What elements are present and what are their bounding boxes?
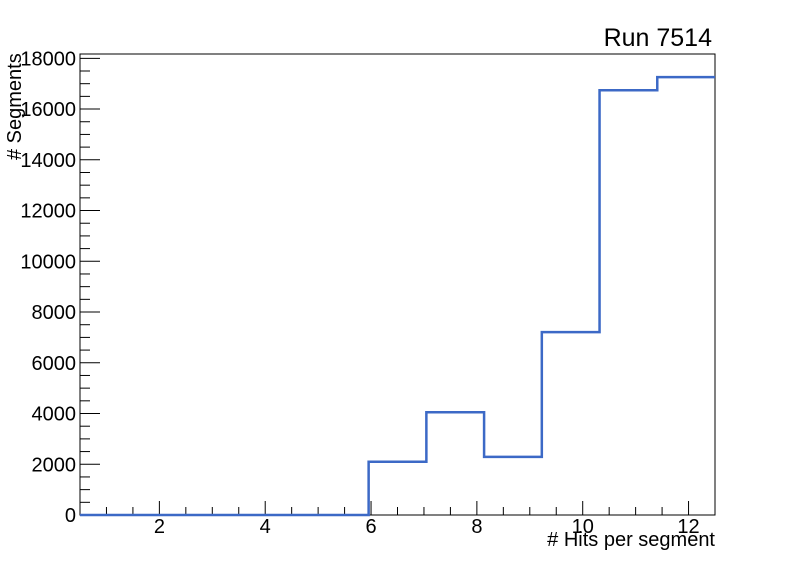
y-axis-title: # Segments [4,53,26,160]
y-tick-label: 14000 [20,150,76,172]
x-tick-label: 6 [365,516,376,538]
x-tick-label: 2 [154,516,165,538]
y-tick-label: 0 [65,505,76,527]
y-tick-label: 18000 [20,48,76,70]
plot-frame [79,53,716,516]
x-axis-title: # Hits per segment [547,529,715,551]
histogram-line [80,75,715,517]
x-tick-label: 4 [260,516,271,538]
y-tick-label: 8000 [32,302,77,324]
y-tick-label: 4000 [32,404,77,426]
y-tick-label: 6000 [32,353,77,375]
x-tick-label: 10 [572,516,594,538]
x-tick-label: 12 [677,516,699,538]
y-tick-label: 12000 [20,201,76,223]
plot-title: Run 7514 [603,24,712,52]
y-tick-label: 16000 [20,99,76,121]
x-tick-label: 8 [471,516,482,538]
y-tick-label: 10000 [20,251,76,273]
y-tick-label: 2000 [32,454,77,476]
